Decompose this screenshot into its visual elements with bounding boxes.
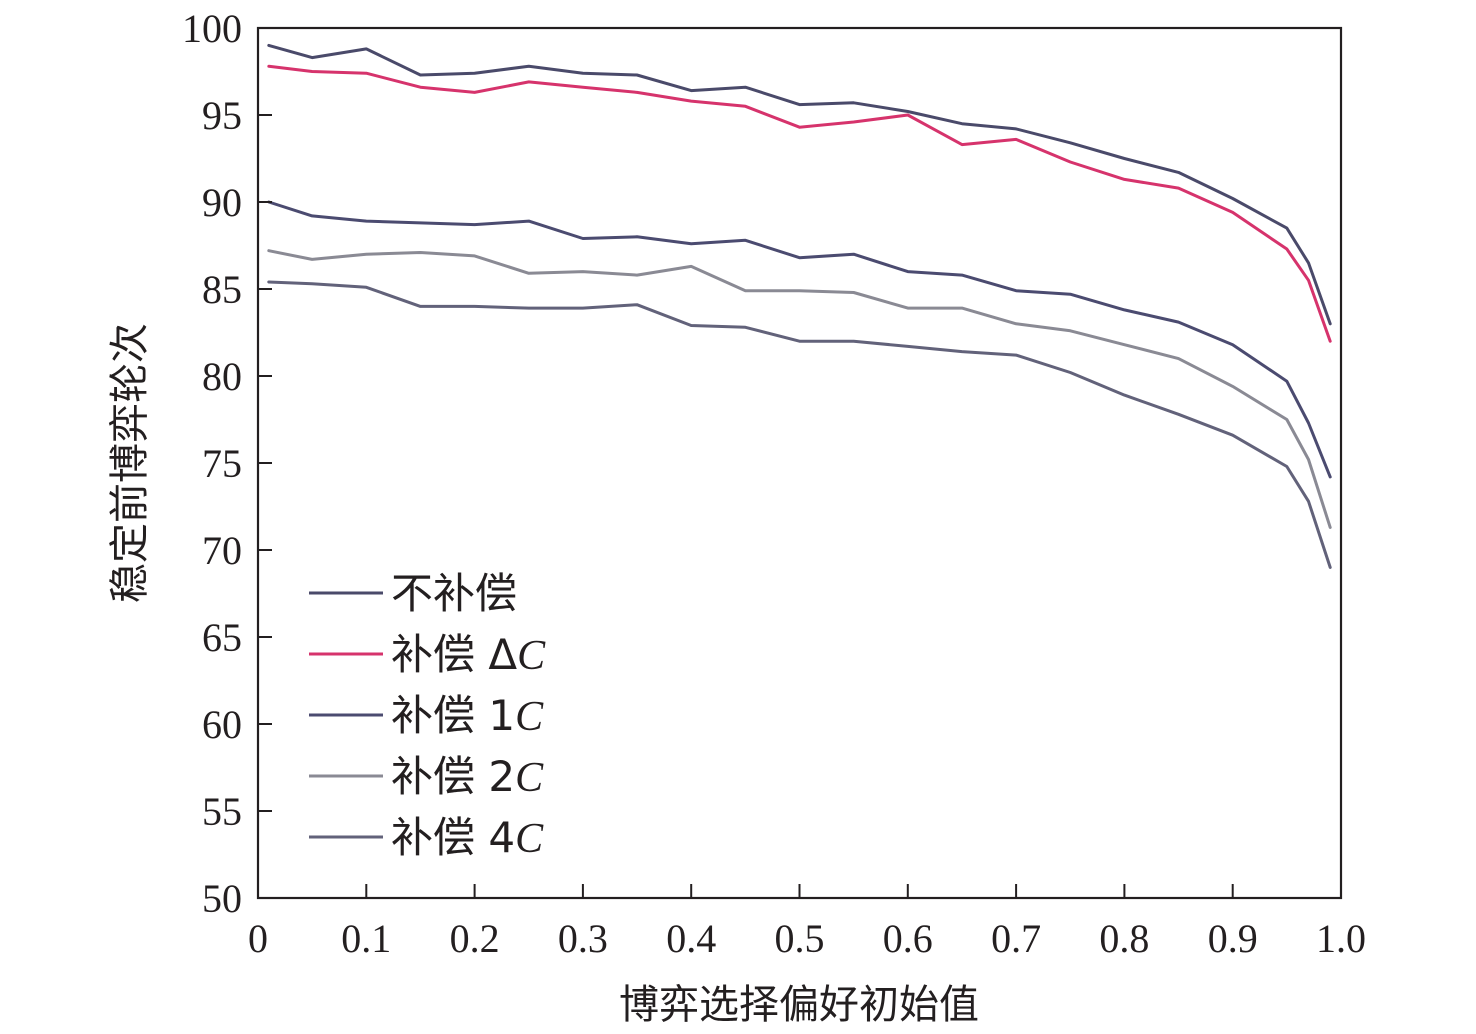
- legend-label-4: 补偿 4C: [391, 813, 544, 862]
- legend-label-var-2: C: [515, 694, 544, 740]
- legend-label-1: 补偿 ΔC: [391, 630, 546, 679]
- legend-label-text-3: 补偿 2: [391, 752, 515, 801]
- y-tick-label-9: 95: [202, 93, 242, 138]
- axis-ticks: [257, 27, 1342, 899]
- y-axis-title: 稳定前博弈轮次: [107, 323, 153, 603]
- y-tick-label-1: 55: [202, 789, 242, 834]
- legend-label-var-1: C: [517, 633, 546, 679]
- series-line-4: [267, 280, 1332, 569]
- series-lines: [267, 43, 1332, 569]
- y-tick-label-6: 80: [202, 354, 242, 399]
- x-tick-label-4: 0.4: [666, 916, 716, 961]
- series-line-1: [267, 64, 1332, 343]
- legend-label-0: 不补偿: [391, 569, 517, 618]
- y-tick-label-8: 90: [202, 180, 242, 225]
- legend-label-text-1: 补偿 Δ: [391, 630, 517, 679]
- x-tick-label-9: 0.9: [1208, 916, 1258, 961]
- legend-label-text-0: 不补偿: [391, 569, 517, 618]
- y-tick-label-5: 75: [202, 441, 242, 486]
- x-tick-label-3: 0.3: [558, 916, 608, 961]
- x-tick-label-2: 0.2: [450, 916, 500, 961]
- series-line-0: [267, 43, 1332, 326]
- y-tick-label-4: 70: [202, 528, 242, 573]
- legend-label-3: 补偿 2C: [391, 752, 544, 801]
- legend-label-text-2: 补偿 1: [391, 691, 515, 740]
- y-tick-label-2: 60: [202, 702, 242, 747]
- y-tick-label-7: 85: [202, 267, 242, 312]
- series-line-2: [267, 200, 1332, 479]
- y-tick-label-10: 100: [182, 6, 242, 51]
- y-tick-label-0: 50: [202, 876, 242, 921]
- x-tick-label-5: 0.5: [775, 916, 825, 961]
- series-line-3: [267, 249, 1332, 529]
- x-tick-label-6: 0.6: [883, 916, 933, 961]
- x-tick-label-1: 0.1: [341, 916, 391, 961]
- legend-label-var-3: C: [515, 755, 544, 801]
- legend-label-2: 补偿 1C: [391, 691, 544, 740]
- x-tick-label-0: 0: [248, 916, 268, 961]
- tick-labels: 0 0.1 0.2 0.3 0.4 0.5 0.6 0.7 0.8 0.9 1.0 50 55 60 65 7…: [182, 6, 1366, 961]
- y-tick-label-3: 65: [202, 615, 242, 660]
- legend-label-text-4: 补偿 4: [391, 813, 515, 862]
- x-tick-label-10: 1.0: [1316, 916, 1366, 961]
- legend-label-var-4: C: [515, 816, 544, 862]
- x-tick-label-7: 0.7: [991, 916, 1041, 961]
- x-tick-label-8: 0.8: [1099, 916, 1149, 961]
- x-axis-title: 博弈选择偏好初始值: [619, 982, 979, 1028]
